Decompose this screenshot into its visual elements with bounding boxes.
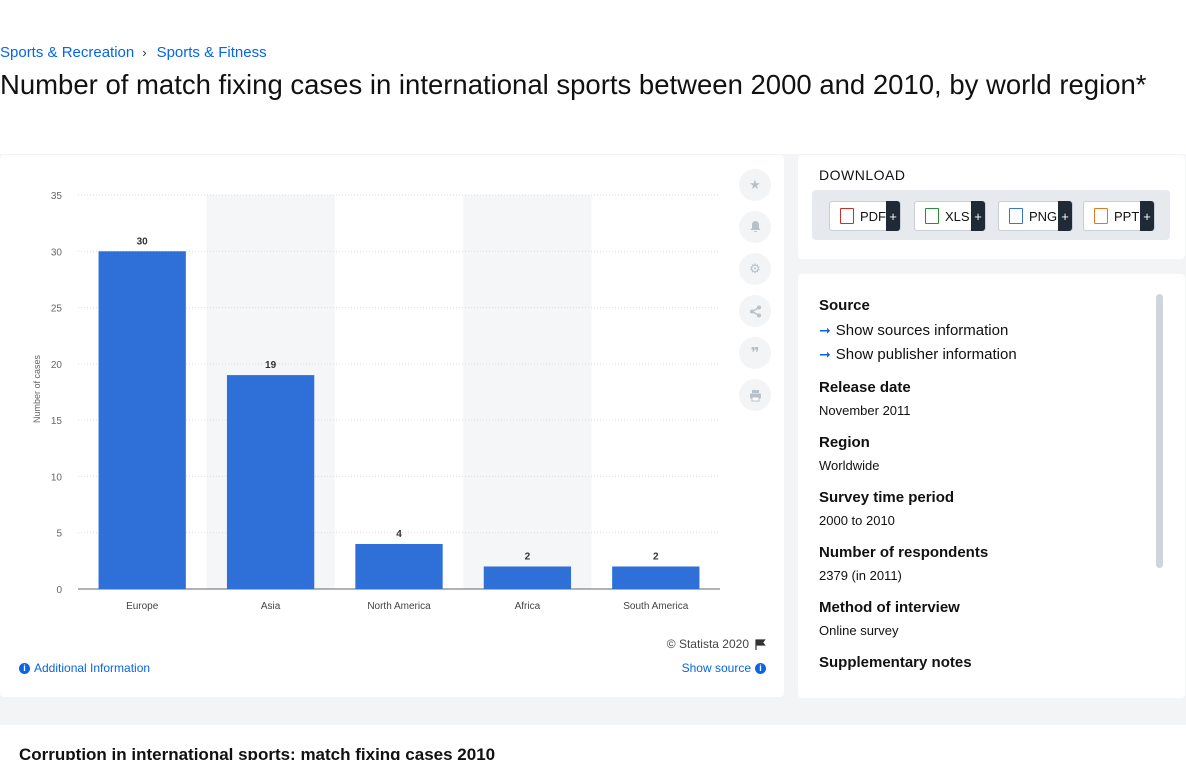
source-card: Source ➞ Show sources information ➞ Show… — [798, 274, 1185, 698]
statista-credit[interactable]: © Statista 2020 — [667, 637, 766, 651]
page-title: Number of match fixing cases in internat… — [0, 69, 1147, 100]
supplementary-notes-heading: Supplementary notes — [819, 654, 972, 671]
y-axis-label: Number of cases — [32, 354, 42, 423]
png-label: PNG — [1029, 208, 1058, 224]
region-value: Worldwide — [819, 458, 880, 473]
bar — [355, 543, 443, 589]
region-heading: Region — [819, 434, 870, 451]
chart-card: 0 5 10 15 20 25 30 35 Number of cases 30 Europe 19 A… — [0, 155, 784, 697]
credit-text: © Statista 2020 — [666, 637, 749, 651]
breadcrumb-item-sports-fitness[interactable]: Sports & Fitness — [156, 44, 267, 61]
download-card: DOWNLOAD PDF + XLS + PNG + PPT + — [798, 155, 1185, 259]
quote-icon[interactable]: ❞ — [739, 337, 771, 369]
x-tick-label: Africa — [515, 601, 541, 612]
show-source-link[interactable]: Show source i — [682, 661, 766, 675]
method-heading: Method of interview — [819, 599, 960, 616]
show-sources-link[interactable]: ➞ Show sources information — [819, 322, 1008, 339]
info-icon: i — [19, 662, 30, 674]
show-source-label: Show source — [681, 661, 751, 675]
x-tick-label: Asia — [261, 601, 281, 612]
related-section: Corruption in international sports: matc… — [0, 725, 1186, 760]
y-tick-label: 35 — [51, 191, 63, 202]
bell-icon[interactable] — [739, 211, 771, 243]
xls-label: XLS — [945, 208, 970, 224]
category-band — [463, 195, 592, 589]
bar — [226, 375, 315, 589]
gear-icon[interactable]: ⚙ — [739, 253, 771, 285]
survey-period-value: 2000 to 2010 — [819, 513, 895, 528]
breadcrumb: Sports & Recreation › Sports & Fitness — [0, 44, 267, 61]
release-date-heading: Release date — [819, 379, 911, 396]
flag-icon — [755, 638, 766, 650]
show-sources-label: Show sources information — [835, 322, 1009, 339]
chevron-right-icon: › — [142, 45, 147, 60]
ppt-label: PPT — [1114, 208, 1140, 224]
page-header — [0, 36, 1186, 154]
download-title: DOWNLOAD — [819, 167, 906, 183]
additional-information-label: Additional Information — [34, 661, 151, 675]
data-label: 2 — [525, 551, 531, 562]
y-tick-label: 20 — [51, 360, 63, 371]
bar — [98, 251, 186, 589]
related-title: Corruption in international sports: matc… — [19, 745, 496, 760]
respondents-heading: Number of respondents — [819, 544, 989, 561]
additional-information-link[interactable]: i Additional Information — [19, 661, 150, 675]
pdf-file-icon — [840, 208, 854, 224]
y-tick-label: 5 — [56, 529, 62, 540]
download-pdf-button[interactable]: PDF + — [829, 201, 901, 231]
chart-toolbar: ★ ⚙ ❞ — [739, 169, 771, 421]
source-heading: Source — [819, 297, 870, 314]
y-tick-label: 0 — [56, 585, 62, 596]
bar — [483, 566, 572, 589]
xls-file-icon — [925, 208, 939, 224]
plus-icon[interactable]: + — [971, 201, 985, 231]
release-date-value: November 2011 — [819, 403, 911, 418]
scrollbar[interactable] — [1156, 294, 1163, 568]
method-value: Online survey — [819, 623, 899, 638]
download-xls-button[interactable]: XLS + — [914, 201, 986, 231]
show-publisher-label: Show publisher information — [835, 346, 1017, 363]
x-tick-label: North America — [367, 601, 431, 612]
y-tick-label: 30 — [51, 247, 63, 258]
bar — [612, 566, 700, 589]
y-tick-label: 10 — [51, 472, 63, 483]
plus-icon[interactable]: + — [886, 201, 900, 231]
plus-icon[interactable]: + — [1058, 201, 1072, 231]
data-label: 19 — [265, 360, 277, 371]
respondents-value: 2379 (in 2011) — [819, 568, 902, 583]
x-tick-label: South America — [623, 601, 688, 612]
info-icon: i — [755, 662, 766, 674]
data-label: 2 — [653, 551, 659, 562]
breadcrumb-item-sports-recreation[interactable]: Sports & Recreation — [0, 44, 135, 61]
x-tick-label: Europe — [126, 601, 159, 612]
show-publisher-link[interactable]: ➞ Show publisher information — [819, 346, 1017, 363]
y-tick-label: 25 — [51, 304, 63, 315]
plus-icon[interactable]: + — [1140, 201, 1154, 231]
data-label: 30 — [137, 236, 149, 247]
bar-chart: 0 5 10 15 20 25 30 35 Number of cases 30 Europe 19 A… — [32, 191, 720, 612]
ppt-file-icon — [1094, 208, 1108, 224]
share-icon[interactable] — [739, 295, 771, 327]
download-ppt-button[interactable]: PPT + — [1083, 201, 1155, 231]
star-icon[interactable]: ★ — [739, 169, 771, 201]
print-icon[interactable] — [739, 379, 771, 411]
y-tick-label: 15 — [51, 416, 63, 427]
survey-period-heading: Survey time period — [819, 489, 955, 506]
arrow-right-icon: ➞ — [819, 322, 831, 338]
top-bar — [0, 0, 1186, 36]
arrow-right-icon: ➞ — [819, 346, 831, 362]
png-file-icon — [1009, 208, 1023, 224]
download-png-button[interactable]: PNG + — [998, 201, 1073, 231]
pdf-label: PDF — [860, 208, 886, 224]
data-label: 4 — [396, 529, 402, 540]
download-buttons: PDF + XLS + PNG + PPT + — [812, 190, 1170, 240]
